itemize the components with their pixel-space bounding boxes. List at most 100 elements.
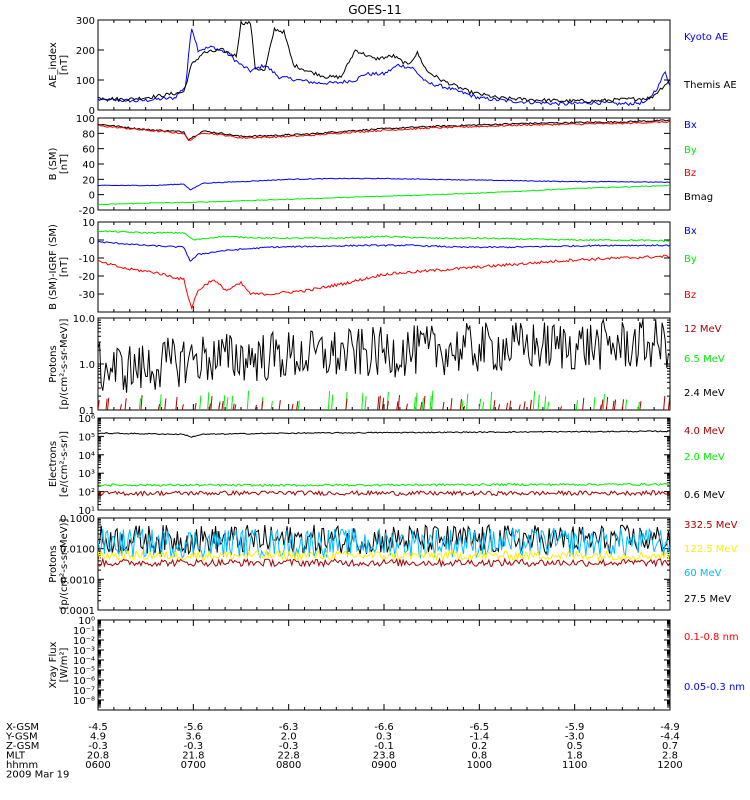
legend-entry: Bmag xyxy=(684,192,713,203)
series-mark xyxy=(175,396,178,410)
y-axis-label: [e/(cm²-s-sr)] xyxy=(59,431,70,497)
series-mark xyxy=(489,391,493,410)
series-mark xyxy=(601,399,604,410)
series-mark xyxy=(254,404,257,410)
y-tick-label: 200 xyxy=(76,46,95,57)
series-mark xyxy=(246,390,250,410)
series-mark xyxy=(210,396,213,410)
axis-table-value: 1.8 xyxy=(567,751,583,762)
series-mark xyxy=(119,404,122,410)
series-mark xyxy=(602,394,605,410)
axis-table-value: 23.8 xyxy=(373,751,395,762)
series-mark xyxy=(230,395,234,410)
axis-table-value: 0800 xyxy=(276,760,301,771)
series-mark xyxy=(613,399,617,410)
y-tick-label: 0.0100 xyxy=(60,545,95,556)
series-mark xyxy=(413,397,416,410)
series-mark xyxy=(218,402,221,410)
axis-table-value: -5.9 xyxy=(565,722,585,733)
series-mark xyxy=(124,398,127,410)
axis-table-value: -6.5 xyxy=(470,722,490,733)
axis-table-value: 0700 xyxy=(181,760,206,771)
series-line-bx xyxy=(98,177,670,191)
series-line-kyoto-ae xyxy=(98,28,670,107)
series-mark xyxy=(381,398,385,410)
date-label: 2009 Mar 19 xyxy=(6,770,69,781)
series-mark xyxy=(361,392,364,410)
y-tick-label: 0.1 xyxy=(79,406,95,417)
series-mark xyxy=(420,402,423,410)
legend-entry: 0.1-0.8 nm xyxy=(684,632,739,643)
series-line-332-5-mev xyxy=(98,557,670,568)
series-mark xyxy=(637,401,640,410)
series-mark xyxy=(575,400,578,410)
series-mark xyxy=(396,401,399,410)
series-mark xyxy=(523,401,526,410)
series-line-2-4-mev xyxy=(98,318,670,393)
panel-b_sm: 100 80 60 40 20 0 -20 B (SM) [nT] Bx By Bz Bmag xyxy=(48,114,713,217)
y-axis-label: Electrons xyxy=(48,441,59,487)
series-mark xyxy=(270,400,273,410)
series-group xyxy=(98,430,670,497)
y-axis-label: [nT] xyxy=(59,257,70,277)
series-mark xyxy=(164,398,167,410)
series-mark xyxy=(226,397,229,410)
panel-frame xyxy=(97,19,671,111)
axis-table-value: 0900 xyxy=(371,760,396,771)
legend-entry: 0.6 MeV xyxy=(684,490,725,501)
axis-table-value: 2.8 xyxy=(662,751,678,762)
y-tick-label: 20 xyxy=(82,175,95,186)
series-mark xyxy=(199,395,202,410)
series-mark xyxy=(547,401,550,410)
series-mark xyxy=(532,391,536,410)
y-tick-label: 10.0 xyxy=(73,314,95,325)
series-mark xyxy=(327,390,331,410)
y-axis-label: Protons xyxy=(48,545,59,582)
axis-table-value: -0.3 xyxy=(184,741,204,752)
series-mark xyxy=(421,397,424,410)
axis-table-value: 21.8 xyxy=(182,751,204,762)
y-tick-label: 0 xyxy=(89,191,95,202)
series-mark xyxy=(278,400,281,410)
series-mark xyxy=(459,399,462,410)
legend-entry: 2.4 MeV xyxy=(684,388,725,399)
series-mark xyxy=(397,395,400,410)
series-mark xyxy=(612,400,615,410)
axis-table-value: 1200 xyxy=(657,760,682,771)
legend-entry: 122.5 MeV xyxy=(684,544,738,555)
axis-table-value: 4.9 xyxy=(90,732,106,743)
y-tick-label: 1.0 xyxy=(79,360,95,371)
series-mark xyxy=(296,401,299,410)
axis-table-value: 2.0 xyxy=(281,732,297,743)
axis-table-row-label: Z-GSM xyxy=(6,741,39,752)
y-axis-label: B (SM) xyxy=(48,147,59,180)
axis-table-row-label: X-GSM xyxy=(6,722,39,733)
y-tick-label: 80 xyxy=(82,129,95,140)
axis-table-value: -1.4 xyxy=(470,732,490,743)
legend-entry: By xyxy=(684,145,697,156)
panel-frame xyxy=(97,619,671,711)
series-mark xyxy=(345,398,348,410)
y-axis-label: [p/(cm²-s-sr-MeV)] xyxy=(59,518,70,609)
series-line-4-0-mev xyxy=(98,489,670,497)
chart-title: GOES-11 xyxy=(348,3,402,17)
series-mark xyxy=(378,395,381,410)
series-mark xyxy=(543,396,547,410)
series-mark xyxy=(223,395,226,410)
y-tick-label: 0 xyxy=(89,236,95,247)
legend-entry: 6.5 MeV xyxy=(684,354,725,365)
series-mark xyxy=(364,396,367,410)
axis-table-value: 0.5 xyxy=(567,741,583,752)
panel-protons_low: 10.0 1.0 0.1 Protons [p/(cm²-s-sr-MeV)] 12 Me… xyxy=(48,314,725,417)
series-line-bz xyxy=(98,254,670,310)
series-mark xyxy=(405,403,408,410)
axis-table-value: 0.2 xyxy=(471,741,487,752)
series-mark xyxy=(261,400,264,410)
y-tick-label: 0.1000 xyxy=(60,514,95,525)
series-mark xyxy=(605,396,609,410)
series-mark xyxy=(466,393,469,410)
series-mark xyxy=(482,401,485,410)
series-mark xyxy=(599,404,602,410)
series-line-122-5-mev xyxy=(98,549,670,563)
